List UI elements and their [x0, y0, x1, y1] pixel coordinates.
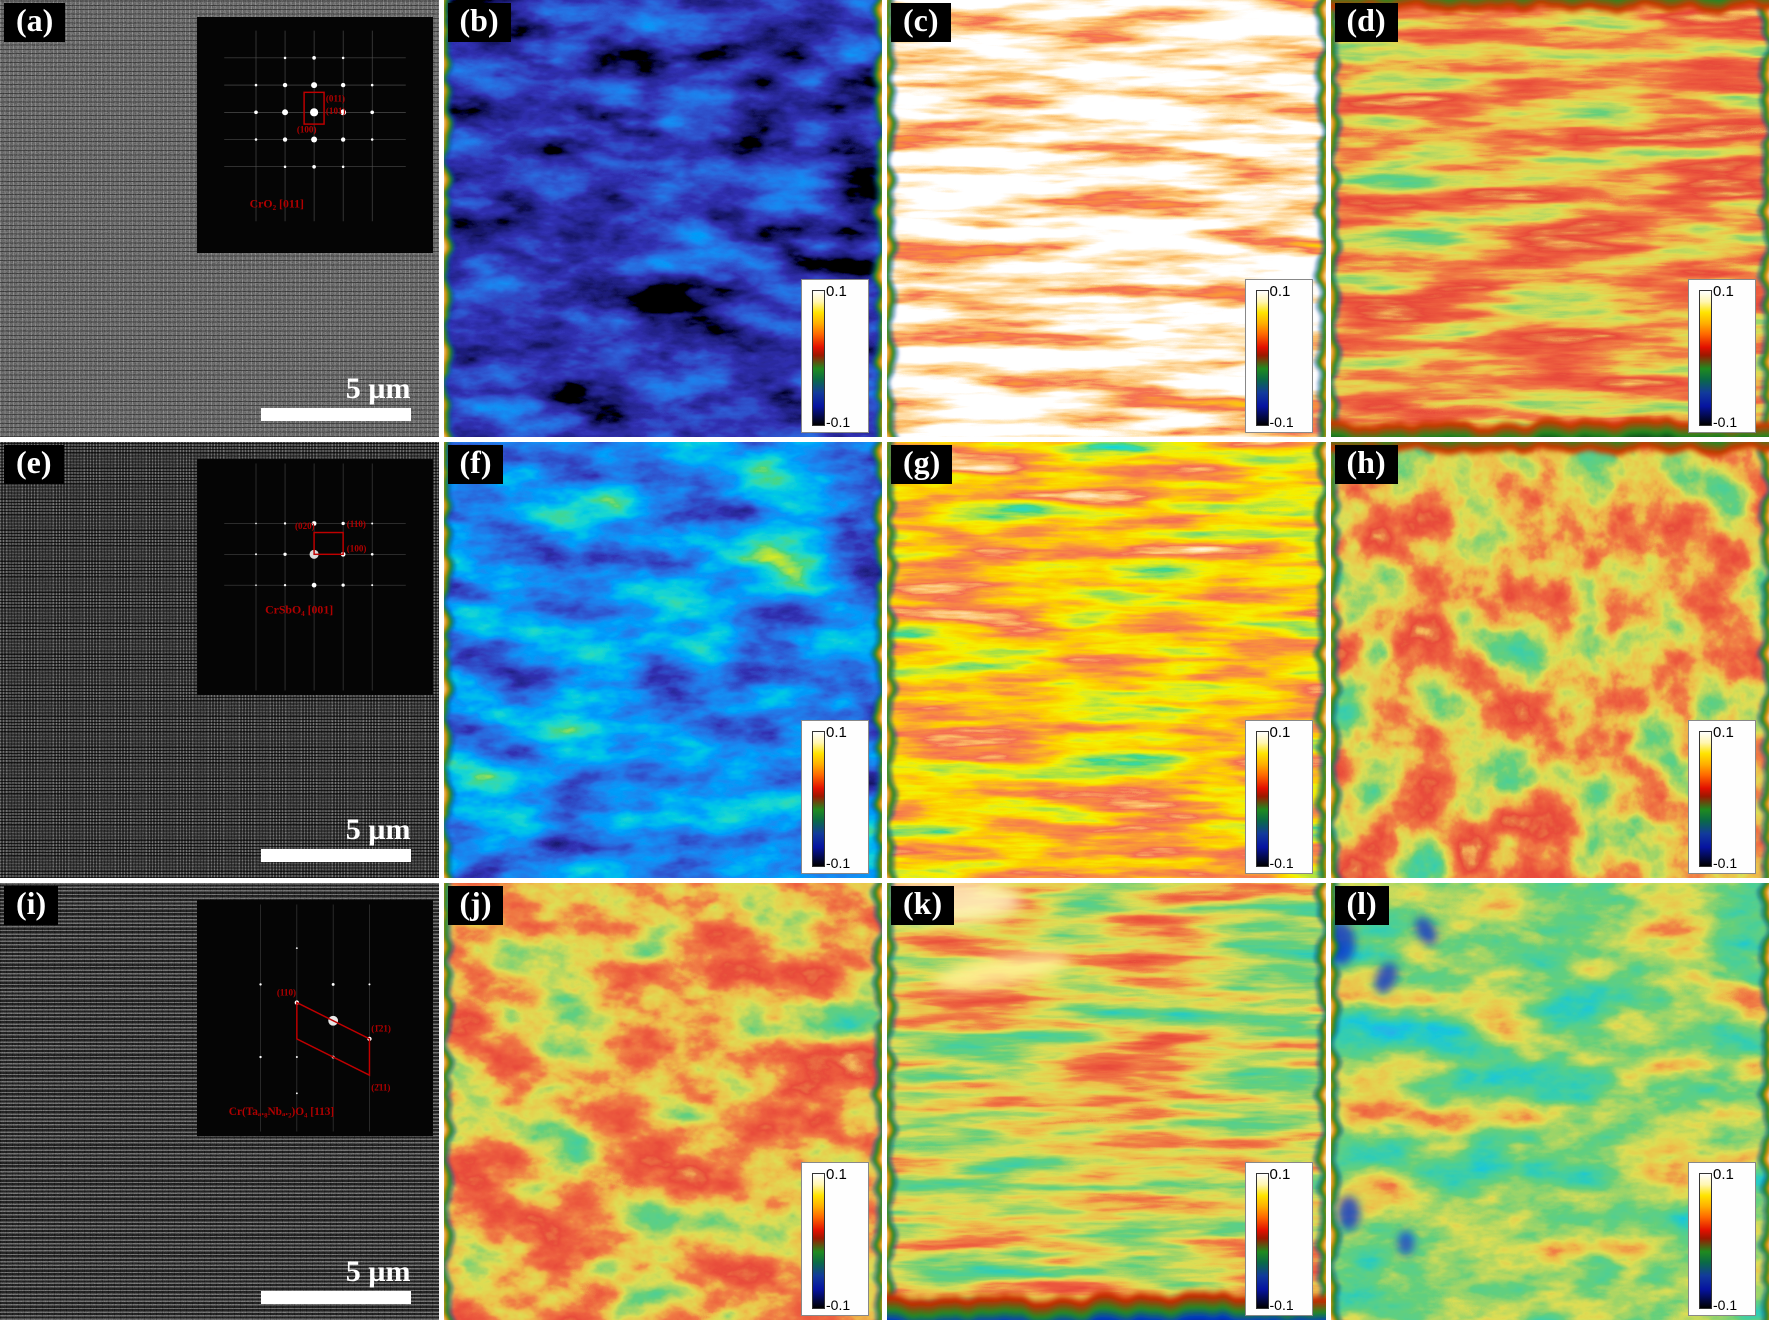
svg-text:(100): (100): [346, 543, 366, 553]
svg-text:(100): (100): [296, 124, 316, 134]
svg-text:(2̄11): (2̄11): [371, 1083, 390, 1093]
svg-text:(011): (011): [325, 93, 344, 103]
svg-text:(101): (101): [325, 106, 345, 116]
svg-text:(110): (110): [346, 519, 365, 529]
svg-text:Cr(Taₐ.₈Nbₐ.₂)O₄ [113]: Cr(Taₐ.₈Nbₐ.₂)O₄ [113]: [228, 1106, 333, 1118]
svg-text:(1̄21): (1̄21): [371, 1024, 391, 1034]
svg-text:CrO₂ [011]: CrO₂ [011]: [249, 197, 303, 211]
svg-text:(110): (110): [276, 988, 295, 998]
svg-text:(020): (020): [295, 521, 315, 531]
svg-text:CrSbO₄ [001]: CrSbO₄ [001]: [265, 602, 333, 616]
